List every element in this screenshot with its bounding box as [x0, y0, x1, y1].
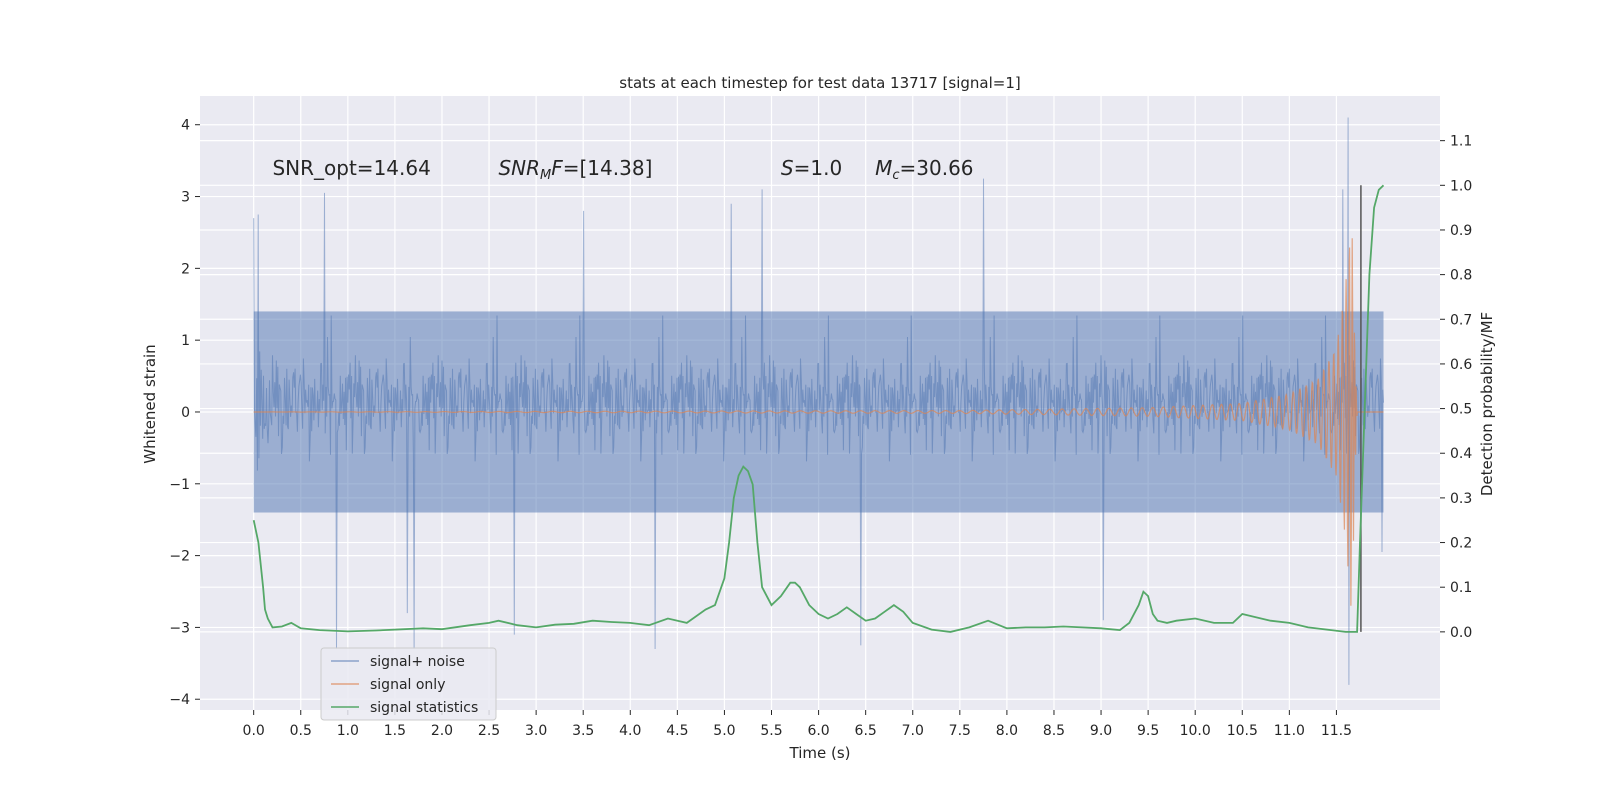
x-tick-label: 8.0	[996, 723, 1018, 739]
y2-tick-label: 0.7	[1450, 312, 1472, 328]
legend-box	[320, 647, 497, 721]
x-tick-label: 10.0	[1180, 723, 1211, 739]
x-tick-label: 11.0	[1274, 723, 1305, 739]
x-tick-label: 5.5	[760, 723, 782, 739]
annotation-part: =[14.38]	[563, 156, 653, 180]
x-tick-label: 7.5	[949, 723, 971, 739]
annotation-snr-mf: SNRMF=[14.38]	[498, 156, 652, 183]
x-tick-label: 2.5	[478, 723, 500, 739]
y2-tick-label: 0.3	[1450, 491, 1472, 507]
annotation-part: c	[892, 168, 899, 183]
x-tick-label: 1.0	[337, 723, 359, 739]
y2-tick-label: 1.0	[1450, 178, 1472, 194]
y2-tick-label: 0.9	[1450, 223, 1472, 239]
y-tick-label: −1	[169, 477, 190, 493]
x-tick-label: 0.5	[290, 723, 312, 739]
y-tick-label: 0	[181, 405, 190, 421]
x-tick-label: 9.5	[1137, 723, 1159, 739]
x-tick-label: 2.0	[431, 723, 453, 739]
y2-tick-label: 0.5	[1450, 402, 1472, 418]
y2-tick-label: 0.8	[1450, 268, 1472, 284]
y2-tick-label: 0.2	[1450, 536, 1472, 552]
y-tick-label: −3	[169, 620, 190, 636]
x-tick-label: 3.5	[572, 723, 594, 739]
x-tick-label: 9.0	[1090, 723, 1112, 739]
x-tick-label: 8.5	[1043, 723, 1065, 739]
y-axis-label: Whitened strain	[141, 344, 159, 463]
annotation-snr-opt: SNR_opt=14.64	[272, 156, 430, 180]
x-tick-label: 6.0	[807, 723, 829, 739]
y-tick-label: 2	[181, 261, 190, 277]
x-tick-label: 5.0	[713, 723, 735, 739]
legend: signal+ noise signal only signal statist…	[320, 647, 497, 721]
annotation-part: SNR_opt=14.64	[272, 156, 430, 180]
y-tick-label: 3	[181, 190, 190, 206]
legend-label-signal-statistics: signal statistics	[370, 700, 478, 716]
y-tick-label: −2	[169, 549, 190, 565]
x-tick-label: 7.0	[902, 723, 924, 739]
annotations: SNR_opt=14.64 SNRMF=[14.38] S=1.0 Mc=30.66	[272, 156, 973, 183]
chart-title: stats at each timestep for test data 137…	[619, 74, 1020, 92]
y2-tick-label: 0.4	[1450, 446, 1472, 462]
series-signal-only	[253, 238, 1384, 606]
y-tick-label: 1	[181, 333, 190, 349]
y-tick-label: 4	[181, 118, 190, 134]
legend-label-signal-noise: signal+ noise	[370, 654, 465, 670]
x-tick-label: 6.5	[855, 723, 877, 739]
x-tick-label: 10.5	[1227, 723, 1258, 739]
y2-tick-label: 0.1	[1450, 580, 1472, 596]
series-layer	[252, 117, 1385, 685]
x-tick-label: 0.0	[243, 723, 265, 739]
series-signal-noise	[253, 117, 1384, 685]
annotation-part: =30.66	[900, 156, 974, 180]
x-tick-label: 1.5	[384, 723, 406, 739]
axes: 0.0 0.5 1.0 1.5 2.0 2.5 3.0 3.5 4.0 4.5 5.0 5.5 6.0 6…	[169, 118, 1472, 739]
annotation-part: =1.0	[794, 156, 843, 180]
x-tick-label: 4.5	[666, 723, 688, 739]
y2-axis-label: Detection probability/MF	[1478, 312, 1496, 496]
x-tick-label: 11.5	[1321, 723, 1352, 739]
annotation-part: SNR	[498, 156, 540, 180]
annotation-part: S	[781, 156, 794, 180]
series-signal-statistics	[252, 184, 1385, 633]
y2-tick-label: 0.6	[1450, 357, 1472, 373]
x-axis-label: Time (s)	[789, 744, 851, 762]
legend-label-signal-only: signal only	[370, 677, 445, 693]
annotation-s-value: S=1.0	[781, 156, 842, 180]
annotation-mc-value: Mc=30.66	[875, 156, 973, 183]
y-tick-label: −4	[169, 692, 190, 708]
y2-tick-label: 1.1	[1450, 134, 1472, 150]
x-tick-label: 4.0	[619, 723, 641, 739]
x-tick-label: 3.0	[525, 723, 547, 739]
annotation-part: F	[551, 156, 563, 180]
annotation-part: M	[540, 168, 551, 183]
annotation-part: M	[875, 156, 892, 180]
y2-tick-label: 0.0	[1450, 625, 1472, 641]
